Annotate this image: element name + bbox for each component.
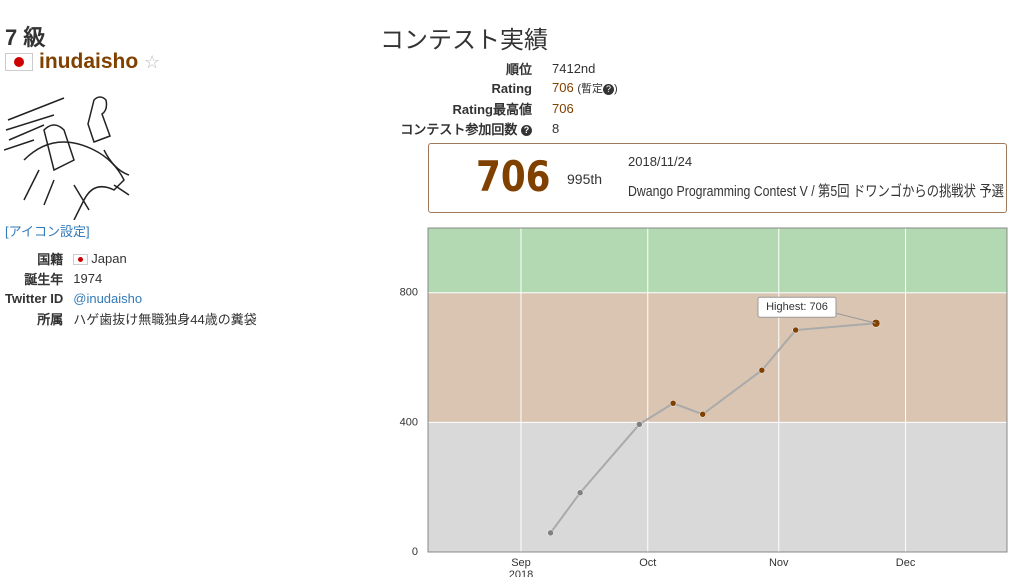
contest-stats: 順位 7412nd Rating 706 (暫定?) Rating最高値 706 コン… xyxy=(375,58,628,138)
rank: 7 級 xyxy=(5,25,46,50)
rating-band xyxy=(428,422,1007,552)
contest-title: コンテスト実績 xyxy=(380,27,548,54)
rating: 706 xyxy=(552,80,574,95)
profile-info: 国籍 Japan 誕生年 1974 Twitter ID @inudaisho 所属ハ… xyxy=(0,248,262,328)
stat-label: Rating最高値 xyxy=(452,101,532,117)
y-tick-label: 400 xyxy=(400,416,418,428)
rating-band xyxy=(428,292,1007,423)
help-icon[interactable]: ? xyxy=(603,83,614,95)
stat-row: コンテスト参加回数 ? 8 xyxy=(375,118,628,138)
info-label: 国籍 xyxy=(37,251,64,267)
stat-label: 順位 xyxy=(505,61,532,77)
rating-line xyxy=(549,322,877,534)
flag xyxy=(73,253,89,265)
stat-value: 7412nd xyxy=(552,60,596,76)
data-point xyxy=(758,366,766,374)
plot-frame xyxy=(427,227,1008,553)
latest-place: 995th xyxy=(567,171,603,187)
x-tick-label: Dec xyxy=(896,557,916,569)
stat-value: 706 (暫定?) xyxy=(542,78,628,98)
provisional-end: ) xyxy=(614,83,618,95)
data-point xyxy=(576,489,584,496)
info-value: 1974 xyxy=(73,270,103,286)
provisional: (暫定?) xyxy=(577,83,617,95)
stat-label: コンテスト参加回数 ? xyxy=(375,118,542,138)
latest-rating: 706 xyxy=(476,152,551,201)
label-text: コンテスト参加回数 xyxy=(400,121,518,137)
y-tick-label: 0 xyxy=(412,546,418,558)
latest-contest-box xyxy=(428,143,1007,213)
favorite-star[interactable]: ☆ xyxy=(144,52,161,72)
flag xyxy=(5,53,33,72)
info-value: Japan xyxy=(68,248,261,268)
username-row: inudaisho ☆ xyxy=(5,50,160,74)
info-label: 誕生年 xyxy=(24,271,64,287)
x-tick-label: Sep xyxy=(511,557,531,569)
stat-value: 706 xyxy=(552,100,574,116)
info-row: 誕生年 1974 xyxy=(0,268,262,288)
latest-date: 2018/11/24 xyxy=(628,154,693,169)
info-label: Twitter ID xyxy=(5,290,64,306)
info-value: ハゲ歯抜け無職独身44歳の糞袋 xyxy=(73,311,257,327)
data-point xyxy=(669,400,677,407)
stat-row: Rating最高値 706 xyxy=(375,98,628,118)
x-tick-label: Nov xyxy=(769,557,789,569)
annotation-box xyxy=(757,296,837,318)
country: Japan xyxy=(91,250,127,266)
latest-contest-name[interactable]: Dwango Programming Contest V / 第5回 ドワンゴか… xyxy=(628,183,1004,200)
stat-value: 8 xyxy=(552,120,560,136)
stat-row: Rating 706 (暫定?) xyxy=(375,78,628,98)
avatar xyxy=(4,96,130,220)
x-tick-label: Oct xyxy=(639,557,656,569)
annotation: Highest: 706 xyxy=(766,301,828,313)
help-icon[interactable]: ? xyxy=(521,124,532,136)
y-tick-label: 800 xyxy=(400,287,418,299)
data-point xyxy=(547,529,554,537)
provisional-text: (暫定 xyxy=(577,83,603,95)
rating-band xyxy=(428,228,1007,293)
annotation-pointer xyxy=(835,312,877,324)
data-point xyxy=(792,326,799,334)
icon-setting[interactable]: [アイコン設定] xyxy=(5,224,90,239)
data-point xyxy=(636,421,643,428)
info-label: 所属 xyxy=(37,311,64,327)
info-row: 国籍 Japan xyxy=(0,248,262,268)
info-row: Twitter ID @inudaisho xyxy=(0,288,262,308)
stat-row: 順位 7412nd xyxy=(375,58,628,78)
info-row: 所属 ハゲ歯抜け無職独身44歳の糞袋 xyxy=(0,308,262,328)
x-year-label: 2018 xyxy=(509,569,533,577)
twitter-link[interactable]: @inudaisho xyxy=(73,290,143,306)
username[interactable]: inudaisho xyxy=(39,50,139,73)
data-point xyxy=(699,411,706,418)
stat-label: Rating xyxy=(491,80,532,96)
